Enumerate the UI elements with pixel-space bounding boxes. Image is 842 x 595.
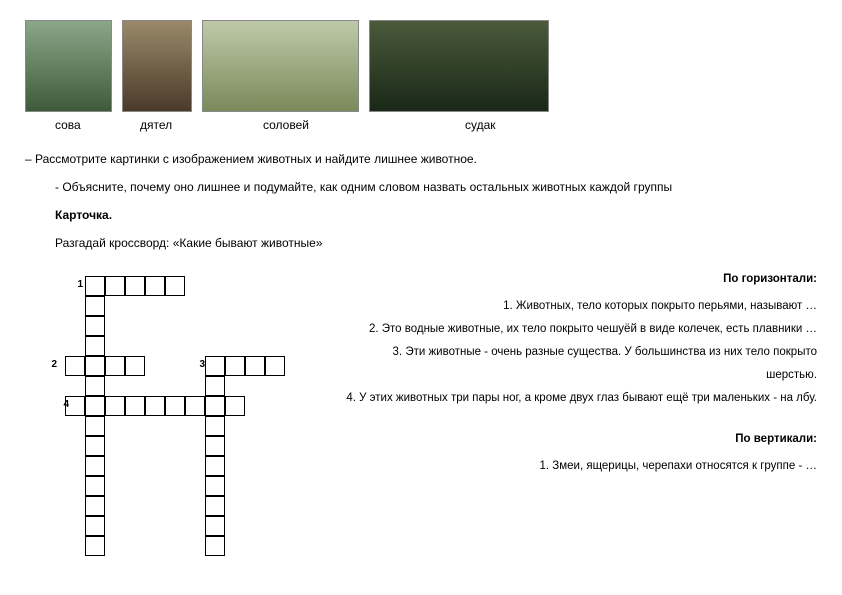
animal-labels-row: сова дятел соловей судак (25, 118, 817, 136)
crossword-cell[interactable] (105, 356, 125, 376)
crossword-cell[interactable] (205, 416, 225, 436)
crossword-cell[interactable] (205, 396, 225, 416)
crossword-cell[interactable] (85, 296, 105, 316)
crossword-cell[interactable] (225, 396, 245, 416)
crossword-cell[interactable] (205, 516, 225, 536)
instruction-find-odd: – Рассмотрите картинки с изображением жи… (25, 150, 817, 168)
across-clue-1: 1. Животных, тело которых покрыто перьям… (345, 295, 817, 318)
image-zander (369, 20, 549, 112)
crossword-cell[interactable] (85, 416, 105, 436)
crossword-cell[interactable] (125, 276, 145, 296)
crossword-cell[interactable] (145, 276, 165, 296)
crossword-cell[interactable] (205, 476, 225, 496)
crossword-cell[interactable] (85, 536, 105, 556)
crossword-cell[interactable] (85, 356, 105, 376)
crossword-cell[interactable] (165, 276, 185, 296)
across-clue-3: 3. Эти животные - очень разные существа.… (345, 341, 817, 387)
crossword-cell[interactable] (85, 376, 105, 396)
crossword-intro: Разгадай кроссворд: «Какие бывают животн… (25, 234, 817, 252)
crossword-cell[interactable] (85, 496, 105, 516)
down-title: По вертикали: (345, 428, 817, 451)
crossword-cell[interactable] (105, 396, 125, 416)
crossword-cell[interactable] (105, 276, 125, 296)
image-oriole (202, 20, 359, 112)
crossword-cell[interactable] (145, 396, 165, 416)
crossword-cell[interactable] (205, 496, 225, 516)
crossword-number: 2 (43, 359, 57, 370)
crossword-cell[interactable] (205, 356, 225, 376)
crossword-cell[interactable] (245, 356, 265, 376)
crossword-cell[interactable] (85, 436, 105, 456)
crossword-cell[interactable] (65, 356, 85, 376)
crossword-cell[interactable] (85, 456, 105, 476)
image-woodpecker (122, 20, 192, 112)
crossword-cell[interactable] (265, 356, 285, 376)
crossword-and-clues: 1 2 3 4 По горизонтали: 1. Животных, тело к… (25, 268, 817, 546)
crossword-cell[interactable] (205, 536, 225, 556)
crossword-cell[interactable] (85, 276, 105, 296)
across-clue-4: 4. У этих животных три пары ног, а кроме… (345, 387, 817, 410)
crossword-number: 1 (69, 279, 83, 290)
crossword-cell[interactable] (85, 316, 105, 336)
label-owl: сова (55, 118, 81, 132)
crossword-cell[interactable] (85, 396, 105, 416)
crossword-cell[interactable] (85, 516, 105, 536)
crossword-number: 4 (55, 399, 69, 410)
label-zander: судак (465, 118, 496, 132)
crossword-grid: 1 2 3 4 (45, 276, 305, 546)
crossword-cell[interactable] (165, 396, 185, 416)
crossword-cell[interactable] (85, 336, 105, 356)
crossword-grid-area: 1 2 3 4 (25, 268, 305, 546)
crossword-cell[interactable] (205, 436, 225, 456)
crossword-cell[interactable] (125, 396, 145, 416)
instruction-explain: - Объясните, почему оно лишнее и подумай… (25, 178, 817, 196)
label-oriole: соловей (263, 118, 309, 132)
animal-images-row (25, 20, 817, 112)
label-woodpecker: дятел (140, 118, 172, 132)
crossword-cell[interactable] (205, 456, 225, 476)
crossword-cell[interactable] (85, 476, 105, 496)
clues-area: По горизонтали: 1. Животных, тело которы… (345, 268, 817, 546)
crossword-cell[interactable] (125, 356, 145, 376)
card-title: Карточка. (25, 206, 817, 224)
crossword-cell[interactable] (205, 376, 225, 396)
image-owl (25, 20, 112, 112)
crossword-cell[interactable] (185, 396, 205, 416)
down-clue-1: 1. Змеи, ящерицы, черепахи относятся к г… (345, 455, 817, 478)
across-clue-2: 2. Это водные животные, их тело покрыто … (345, 318, 817, 341)
crossword-number: 3 (191, 359, 205, 370)
crossword-cell[interactable] (225, 356, 245, 376)
across-title: По горизонтали: (345, 268, 817, 291)
